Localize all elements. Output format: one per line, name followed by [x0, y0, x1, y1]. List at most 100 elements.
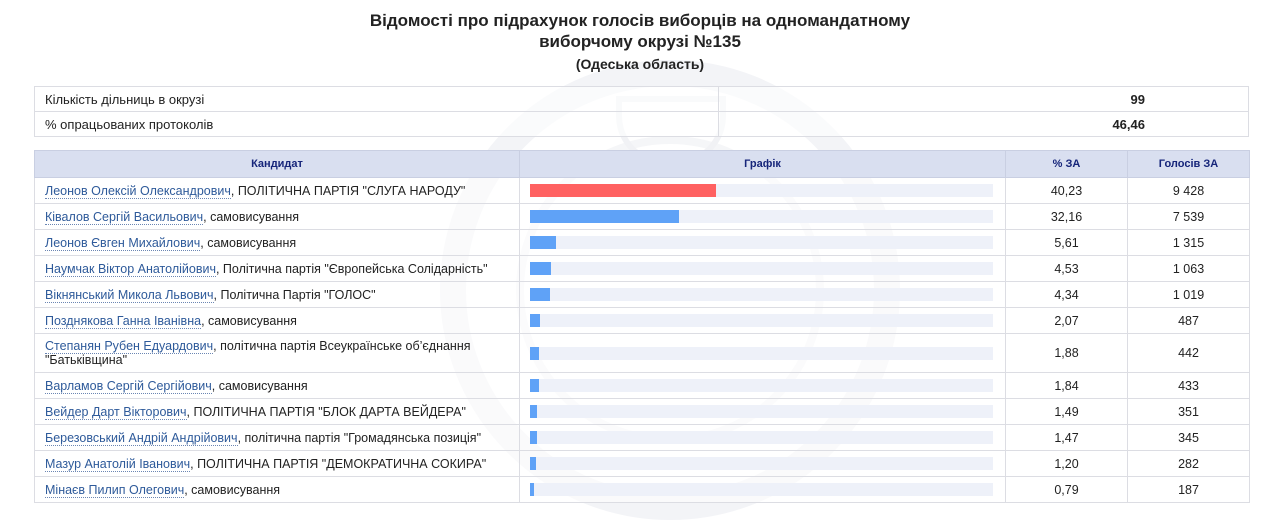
candidate-party: , самовисування	[184, 482, 281, 497]
table-row: Леонов Євген Михайлович, самовисування 5,…	[34, 229, 1250, 256]
candidate-cell: Мазур Анатолій Іванович, ПОЛІТИЧНА ПАРТІ…	[34, 450, 520, 477]
candidate-name-link[interactable]: Позднякова Ганна Іванівна	[45, 313, 202, 329]
table-row: Ківалов Сергій Васильович, самовисування…	[34, 203, 1250, 230]
bar-track	[530, 184, 993, 197]
bar-track	[530, 314, 993, 327]
candidate-name-link[interactable]: Варламов Сергій Сергійович	[45, 378, 212, 394]
graph-cell	[519, 476, 1006, 503]
percent-cell: 4,53	[1005, 255, 1128, 282]
candidate-party: , самовисування	[200, 235, 297, 250]
column-header-votes[interactable]: Голосів ЗА	[1127, 150, 1250, 178]
percent-cell: 0,79	[1005, 476, 1128, 503]
votes-cell: 1 019	[1127, 281, 1250, 308]
bar-track	[530, 262, 993, 275]
candidate-name-link[interactable]: Мазур Анатолій Іванович	[45, 456, 191, 472]
votes-cell: 442	[1127, 333, 1250, 373]
candidate-party: , ПОЛІТИЧНА ПАРТІЯ "ДЕМОКРАТИЧНА СОКИРА"	[190, 456, 487, 471]
percent-cell: 40,23	[1005, 177, 1128, 204]
candidate-name-link[interactable]: Леонов Олексій Олександрович	[45, 183, 231, 199]
votes-cell: 282	[1127, 450, 1250, 477]
vote-share-bar	[530, 314, 540, 327]
page-title-line2: виборчому окрузі №135	[539, 32, 741, 51]
vote-share-bar	[530, 379, 539, 392]
graph-cell	[519, 177, 1006, 204]
percent-cell: 32,16	[1005, 203, 1128, 230]
graph-cell	[519, 229, 1006, 256]
table-row: Наумчак Віктор Анатолійович, Політична п…	[34, 255, 1250, 282]
candidate-party: , політична партія Всеукраїнське об’єдна…	[45, 339, 471, 367]
graph-cell	[519, 372, 1006, 399]
candidate-party: , Політична партія "Європейська Солідарн…	[215, 261, 488, 276]
candidate-party: , ПОЛІТИЧНА ПАРТІЯ "СЛУГА НАРОДУ"	[230, 183, 466, 198]
votes-cell: 351	[1127, 398, 1250, 425]
vote-share-bar	[530, 288, 551, 301]
percent-cell: 1,88	[1005, 333, 1128, 373]
column-header-percent[interactable]: % ЗА	[1005, 150, 1128, 178]
table-row: Березовський Андрій Андрійович, політичн…	[34, 424, 1250, 451]
percent-cell: 1,49	[1005, 398, 1128, 425]
page-title-line1: Відомості про підрахунок голосів виборці…	[369, 11, 911, 30]
candidate-party: , ПОЛІТИЧНА ПАРТІЯ "БЛОК ДАРТА ВЕЙДЕРА"	[186, 404, 466, 419]
votes-cell: 487	[1127, 307, 1250, 334]
column-header-candidate[interactable]: Кандидат	[34, 150, 520, 178]
percent-cell: 1,47	[1005, 424, 1128, 451]
percent-cell: 5,61	[1005, 229, 1128, 256]
candidate-name-link[interactable]: Леонов Євген Михайлович	[45, 235, 201, 251]
summary-value: 46,46	[718, 111, 1249, 137]
vote-share-bar	[530, 236, 556, 249]
bar-track	[530, 210, 993, 223]
percent-cell: 4,34	[1005, 281, 1128, 308]
graph-cell	[519, 281, 1006, 308]
candidate-cell: Степанян Рубен Едуардович, політична пар…	[34, 333, 520, 373]
candidate-cell: Леонов Євген Михайлович, самовисування	[34, 229, 520, 256]
table-row: Степанян Рубен Едуардович, політична пар…	[34, 333, 1250, 373]
graph-cell	[519, 450, 1006, 477]
candidate-cell: Вейдер Дарт Вікторович, ПОЛІТИЧНА ПАРТІЯ…	[34, 398, 520, 425]
table-row: Мазур Анатолій Іванович, ПОЛІТИЧНА ПАРТІ…	[34, 450, 1250, 477]
table-row: Леонов Олексій Олександрович, ПОЛІТИЧНА …	[34, 177, 1250, 204]
bar-track	[530, 346, 993, 360]
vote-share-bar	[530, 483, 534, 496]
bar-track	[530, 457, 993, 470]
bar-track	[530, 288, 993, 301]
summary-row: % опрацьованих протоколів 46,46	[33, 111, 1249, 137]
votes-cell: 187	[1127, 476, 1250, 503]
candidate-cell: Березовський Андрій Андрійович, політичн…	[34, 424, 520, 451]
candidate-name-link[interactable]: Степанян Рубен Едуардович	[45, 339, 214, 354]
vote-share-bar	[530, 184, 717, 197]
graph-cell	[519, 255, 1006, 282]
table-row: Вейдер Дарт Вікторович, ПОЛІТИЧНА ПАРТІЯ…	[34, 398, 1250, 425]
vote-share-bar	[530, 262, 551, 275]
candidate-cell: Позднякова Ганна Іванівна, самовисування	[34, 307, 520, 334]
votes-cell: 433	[1127, 372, 1250, 399]
vote-share-bar	[530, 210, 679, 223]
candidate-name-link[interactable]: Березовський Андрій Андрійович	[45, 430, 238, 446]
summary-row: Кількість дільниць в окрузі 99	[33, 86, 1249, 112]
table-row: Позднякова Ганна Іванівна, самовисування…	[34, 307, 1250, 334]
votes-cell: 9 428	[1127, 177, 1250, 204]
bar-track	[530, 379, 993, 392]
vote-share-bar	[530, 405, 537, 418]
graph-cell	[519, 307, 1006, 334]
region-subtitle: (Одеська область)	[575, 56, 705, 72]
candidate-name-link[interactable]: Мінаєв Пилип Олегович	[45, 482, 185, 498]
results-table: Кандидат Графік % ЗА Голосів ЗА Леонов О…	[34, 150, 1250, 503]
candidate-cell: Мінаєв Пилип Олегович, самовисування	[34, 476, 520, 503]
results-body: Леонов Олексій Олександрович, ПОЛІТИЧНА …	[34, 177, 1250, 503]
bar-track	[530, 483, 993, 496]
summary-label: Кількість дільниць в окрузі	[33, 86, 720, 112]
candidate-party: , політична партія "Громадянська позиція…	[237, 430, 482, 445]
votes-cell: 1 063	[1127, 255, 1250, 282]
candidate-name-link[interactable]: Наумчак Віктор Анатолійович	[45, 261, 216, 277]
percent-cell: 1,84	[1005, 372, 1128, 399]
bar-track	[530, 405, 993, 418]
votes-cell: 1 315	[1127, 229, 1250, 256]
candidate-name-link[interactable]: Ківалов Сергій Васильович	[45, 209, 204, 225]
summary-table: Кількість дільниць в окрузі 99 % опрацьо…	[33, 86, 1249, 137]
candidate-cell: Леонов Олексій Олександрович, ПОЛІТИЧНА …	[34, 177, 520, 204]
graph-cell	[519, 203, 1006, 230]
candidate-party: , самовисування	[211, 378, 308, 393]
candidate-name-link[interactable]: Вікнянський Микола Львович	[45, 287, 214, 303]
column-header-graph[interactable]: Графік	[519, 150, 1006, 178]
candidate-name-link[interactable]: Вейдер Дарт Вікторович	[45, 404, 187, 420]
